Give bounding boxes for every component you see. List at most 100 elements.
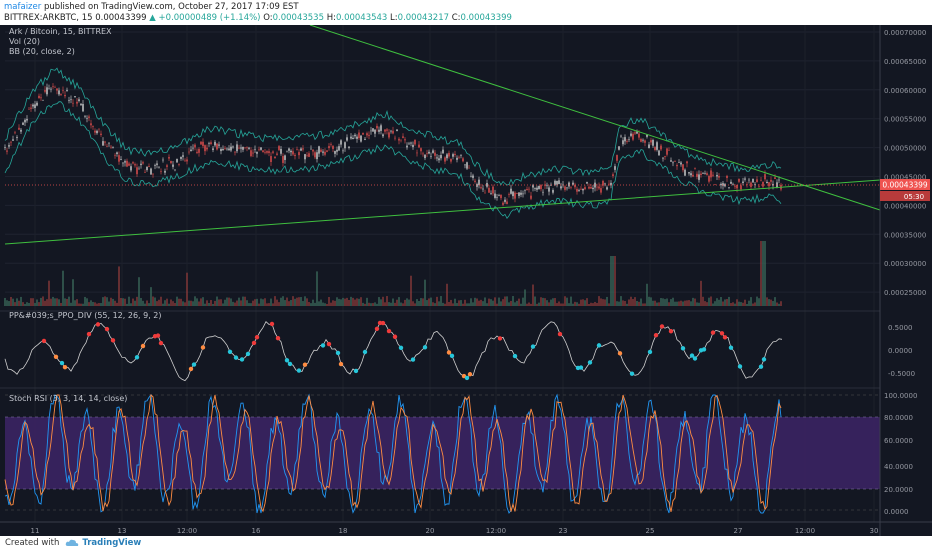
chart-area[interactable]: 0.00070000 0.00065000 0.00060000 0.00055000… [0, 24, 932, 536]
volume-bar [552, 298, 554, 306]
ascending-trendline[interactable] [4, 179, 881, 245]
ppo-legend[interactable]: PP&#039;s_PPO_DIV (55, 12, 26, 9, 2) [9, 311, 162, 320]
volume-bar [210, 300, 212, 306]
candle-body [568, 182, 570, 187]
candle-body [722, 183, 724, 186]
volume-bar [746, 303, 748, 306]
volume-bar [592, 303, 594, 306]
volume-bar [442, 302, 444, 306]
volume-bar [438, 301, 440, 306]
candle-body [634, 132, 636, 134]
candle-body [638, 133, 640, 138]
candle-body [48, 88, 50, 90]
volume-bar [714, 301, 716, 306]
candle-body [648, 144, 650, 149]
volume-bar [474, 297, 476, 306]
candle-body [192, 147, 194, 149]
author-link[interactable]: mafaizer [4, 2, 42, 12]
volume-bar [662, 298, 664, 306]
volume-bar [32, 298, 34, 306]
candle-body [12, 139, 14, 141]
volume-bar [194, 296, 196, 306]
candle-body [60, 93, 62, 95]
time-tick-label: 18 [339, 527, 348, 535]
stoch-legend[interactable]: Stoch RSI (3, 3, 14, 14, close) [9, 394, 128, 403]
volume-bar [682, 301, 684, 306]
ppo-dot [338, 361, 344, 367]
volume-bar [580, 299, 582, 306]
candle-body [322, 151, 324, 153]
bb-legend[interactable]: BB (20, close, 2) [9, 47, 75, 56]
volume-bar [318, 301, 320, 306]
candle-body [124, 161, 126, 163]
volume-bar [6, 300, 8, 306]
candle-body [46, 87, 48, 95]
volume-bar [158, 299, 160, 306]
volume-bar [638, 301, 640, 306]
volume-bar [250, 303, 252, 306]
volume-bar [756, 296, 758, 306]
volume-bar [414, 303, 416, 306]
volume-bar [644, 303, 646, 306]
volume-bar [166, 298, 168, 306]
candle-body [18, 127, 20, 130]
candle-body [444, 157, 446, 162]
ppo-dot [374, 326, 380, 331]
volume-bar [772, 301, 774, 306]
ppo-dot [62, 364, 68, 370]
volume-bar [290, 299, 292, 306]
volume-bar [412, 301, 414, 306]
candle-body [144, 172, 146, 173]
candle-body [594, 182, 596, 188]
volume-bar [482, 301, 484, 306]
volume-bar [518, 298, 520, 306]
volume-bar [8, 301, 10, 306]
ppo-dot [737, 364, 743, 369]
candle-body [640, 138, 642, 142]
volume-bar [668, 302, 670, 306]
candle-body [734, 186, 736, 188]
candle-body [490, 193, 492, 194]
volume-bar [280, 297, 282, 306]
volume-bar [76, 299, 78, 306]
candle-body [14, 132, 16, 134]
tradingview-logo[interactable]: TradingView [65, 538, 141, 548]
volume-bar [80, 303, 82, 306]
descending-trendline[interactable] [309, 24, 881, 211]
symbol-legend[interactable]: Ark / Bitcoin, 15, BITTREX [9, 27, 112, 36]
volume-bar [256, 298, 258, 306]
volume-bar [332, 300, 334, 306]
volume-bar [778, 303, 780, 306]
candle-body [34, 104, 36, 109]
volume-bar [628, 299, 630, 306]
candle-body [432, 150, 434, 153]
ppo-dot [722, 335, 728, 340]
volume-bar [342, 297, 344, 306]
candle-body [406, 145, 408, 148]
candle-body [482, 188, 484, 190]
volume-bar [540, 297, 542, 306]
candle-body [22, 122, 24, 125]
candle-body [264, 152, 266, 153]
volume-bar [488, 298, 490, 306]
volume-bar [434, 303, 436, 306]
ppo-dot [398, 345, 404, 351]
volume-bar [456, 303, 458, 306]
price-axis[interactable] [880, 25, 932, 536]
candle-body [758, 186, 760, 187]
vol-legend[interactable]: Vol (20) [9, 37, 40, 46]
price-tick-label: 0.00050000 [884, 145, 926, 153]
volume-bar [314, 302, 316, 306]
volume-bar [502, 299, 504, 306]
candle-body [500, 194, 502, 199]
volume-bar [384, 302, 386, 306]
candle-body [614, 166, 616, 170]
volume-bar [362, 302, 364, 306]
volume-bar [268, 303, 270, 306]
volume-bar [764, 241, 766, 306]
volume-bar [308, 302, 310, 306]
volume-bar [598, 296, 600, 306]
chart-canvas[interactable]: 0.00070000 0.00065000 0.00060000 0.00055000… [0, 24, 932, 536]
volume-bar [116, 302, 118, 306]
candle-body [662, 157, 664, 159]
